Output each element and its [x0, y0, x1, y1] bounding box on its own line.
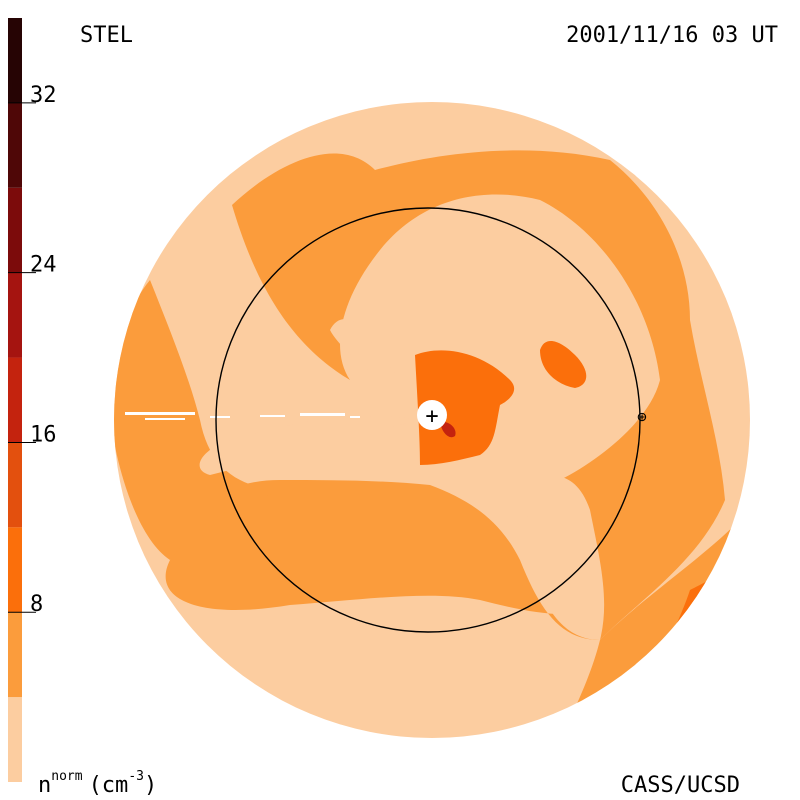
region-peak-density [440, 421, 456, 438]
data-streak-artifacts [125, 412, 360, 420]
color-band-0 [8, 697, 22, 782]
color-band-8 [8, 18, 22, 103]
color-tick-label-2: 16 [30, 422, 57, 447]
color-scale-ticks: 32 24 16 8 [8, 83, 57, 617]
color-band-3 [8, 442, 22, 528]
credit-label: CASS/UCSD [621, 773, 740, 798]
sun-symbol: + [425, 404, 438, 429]
model-label: STEL [80, 23, 133, 48]
region-low-density-wedge [199, 416, 420, 475]
color-tick-label-0: 32 [30, 83, 57, 108]
earth-symbol: ⊕ [637, 407, 647, 426]
region-low-density-swirl [330, 319, 420, 412]
color-scale-bar [8, 18, 22, 782]
unit-label: nnorm (cm-3) [38, 769, 157, 798]
color-band-4 [8, 357, 22, 443]
unit-close: ) [144, 773, 157, 798]
region-high-density-blob [540, 340, 587, 388]
color-band-6 [8, 187, 22, 273]
region-low-density-lobe [527, 476, 605, 640]
sun-marker [417, 400, 447, 430]
unit-quantity-sup: norm [51, 769, 82, 784]
color-band-2 [8, 527, 22, 613]
color-band-7 [8, 102, 22, 188]
density-disc: + ⊕ [114, 102, 750, 738]
unit-quantity: n [38, 773, 51, 798]
color-tick-label-1: 24 [30, 253, 57, 278]
region-mid-density-left-arm [114, 280, 290, 560]
color-band-1 [8, 612, 22, 698]
region-high-density-core [415, 350, 515, 465]
timestamp-label: 2001/11/16 03 UT [566, 23, 778, 48]
color-tick-label-3: 8 [30, 592, 43, 617]
unit-open: (cm [89, 773, 129, 798]
unit-exponent: -3 [128, 769, 144, 784]
color-band-5 [8, 272, 22, 358]
earth-orbit-circle [215, 207, 641, 633]
